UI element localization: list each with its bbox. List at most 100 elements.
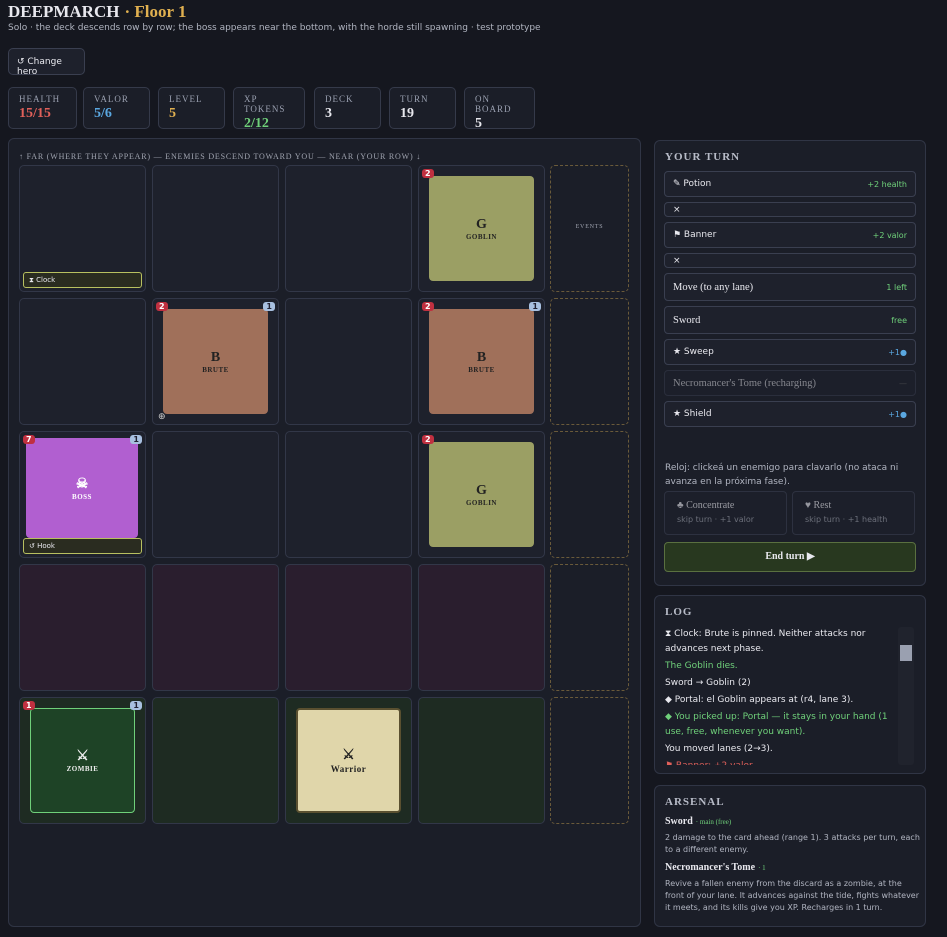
stat-label: HEALTH [19, 94, 61, 104]
stat-value: 19 [400, 106, 414, 121]
card-icon: B [476, 349, 487, 365]
card-icon: G [476, 482, 487, 498]
lane-cell[interactable]: G GOBLIN 2 [418, 431, 545, 558]
item-meta: · 1 [758, 864, 766, 872]
log-entry: You moved lanes (2→3). [665, 744, 773, 754]
lane-cell[interactable]: ⧗ Clock [19, 165, 146, 292]
hp-badge: 2 [422, 435, 434, 444]
card[interactable]: ⚔ Warrior [296, 708, 401, 813]
lane-cell[interactable]: B BRUTE 2 1 ⊕ [152, 298, 279, 425]
lane-cell[interactable] [152, 564, 279, 691]
card-icon: G [476, 216, 487, 232]
shield-badge: 1 [130, 435, 142, 444]
events-slot [550, 298, 629, 425]
subtitle: Solo · the deck descends row by row; the… [8, 23, 541, 33]
action-note: +1● [888, 347, 907, 357]
lane-cell[interactable] [418, 564, 545, 691]
turn-panel: YOUR TURN ✎ Potion +2 health × ⚑ Banner +2 va… [654, 140, 926, 586]
change-hero-button[interactable]: ↺ Change hero [8, 48, 85, 77]
action-row[interactable]: ★ Shield +1● [664, 401, 916, 427]
events-slot [550, 431, 629, 558]
action-label: × [673, 255, 681, 266]
events-slot [550, 697, 629, 824]
action-row[interactable]: × [664, 202, 916, 217]
stat-box: ON BOARD 5 [464, 87, 535, 131]
action-label: Sword [673, 314, 701, 326]
lane-cell[interactable]: B BRUTE 2 1 [418, 298, 545, 425]
card[interactable]: G GOBLIN [429, 442, 534, 547]
stat-value: 2/12 [244, 116, 269, 131]
arsenal-item: Necromancer's Tome · 1 [665, 862, 766, 873]
lane-cell[interactable]: G GOBLIN 2 [418, 165, 545, 292]
log-title: LOG [665, 606, 693, 618]
lane-cell[interactable]: ⚔ ZOMBIE 1 1 [19, 697, 146, 824]
action-row[interactable]: ✎ Potion +2 health [664, 171, 916, 197]
lane-cell[interactable] [285, 431, 412, 558]
stat-box: XP TOKENS 2/12 [233, 87, 305, 131]
stat-label: TURN [400, 94, 429, 104]
hp-badge: 2 [422, 302, 434, 311]
action-row[interactable]: ⚑ Banner +2 valor [664, 222, 916, 248]
card[interactable]: B BRUTE [163, 309, 268, 414]
events-slot [550, 564, 629, 691]
lane-cell[interactable] [152, 165, 279, 292]
lane-cell[interactable] [19, 564, 146, 691]
action-row[interactable]: × [664, 253, 916, 268]
stat-label: VALOR [94, 94, 129, 104]
hp-badge: 2 [156, 302, 168, 311]
card[interactable]: B BRUTE [429, 309, 534, 414]
lane-cell[interactable]: ☠ BOSS 7 1 ↺ Hook [19, 431, 146, 558]
card[interactable]: G GOBLIN [429, 176, 534, 281]
lane-cell[interactable] [152, 431, 279, 558]
lane-cell[interactable]: ⚔ Warrior [285, 697, 412, 824]
choice-button[interactable]: ♥ Rest skip turn · +1 health [792, 491, 915, 535]
action-row[interactable]: ★ Sweep +1● [664, 339, 916, 365]
stat-box: DECK 3 [314, 87, 381, 129]
board: ↑ FAR (WHERE THEY APPEAR) — ENEMIES DESC… [8, 138, 641, 927]
card-name: Warrior [330, 764, 367, 774]
card[interactable]: ☠ BOSS [26, 438, 138, 538]
choice-label: ♥ Rest [805, 500, 832, 511]
action-row[interactable]: Move (to any lane) 1 left [664, 273, 916, 301]
lane-cell[interactable] [285, 298, 412, 425]
log-entry: Sword → Goblin (2) [665, 678, 751, 688]
card-name: ZOMBIE [66, 765, 99, 773]
card-name: GOBLIN [465, 232, 497, 241]
hp-badge: 7 [23, 435, 35, 444]
scroll-thumb [900, 645, 912, 661]
stat-value: 3 [325, 106, 332, 121]
status-tag: ⧗ Clock [23, 272, 142, 288]
card[interactable]: ⚔ ZOMBIE [30, 708, 135, 813]
turn-hint: Reloj: clickeá un enemigo para clavarlo … [665, 463, 899, 487]
card-name: BRUTE [202, 365, 229, 374]
action-note: — [899, 378, 907, 388]
action-label: ★ Shield [673, 409, 712, 419]
action-row[interactable]: Sword free [664, 306, 916, 334]
stat-value: 5/6 [94, 106, 112, 121]
action-note: 1 left [886, 282, 907, 292]
floor: · Floor 1 [124, 2, 187, 21]
choice-button[interactable]: ♣ Concentrate skip turn · +1 valor [664, 491, 787, 535]
log-scrollbar[interactable] [898, 627, 914, 765]
log-panel: LOG ⧗ Clock: Brute is pinned. Neither att… [654, 595, 926, 774]
action-note: +2 valor [872, 230, 907, 240]
lane-cell[interactable] [418, 697, 545, 824]
stat-box: TURN 19 [389, 87, 456, 129]
card-icon: ☠ [75, 476, 89, 492]
end-turn-button[interactable]: End turn ▶ [664, 542, 916, 572]
stat-value: 5 [169, 106, 176, 121]
lane-cell[interactable] [285, 564, 412, 691]
lane-cell[interactable] [152, 697, 279, 824]
shield-badge: 1 [130, 701, 142, 710]
action-label: ✎ Potion [673, 179, 712, 189]
action-note: free [891, 315, 907, 325]
lane-cell[interactable] [285, 165, 412, 292]
log-entry: ⚑ Banner: +2 valor [665, 759, 895, 765]
log-entry: ◆ You picked up: Portal — it stays in yo… [665, 712, 888, 737]
events-label: EVENTS [575, 224, 604, 230]
lane-cell[interactable] [19, 298, 146, 425]
item-desc: 2 damage to the card ahead (range 1). 3 … [665, 833, 920, 854]
choice-sub: skip turn · +1 health [805, 515, 888, 524]
action-row[interactable]: Necromancer's Tome (recharging) — [664, 370, 916, 396]
